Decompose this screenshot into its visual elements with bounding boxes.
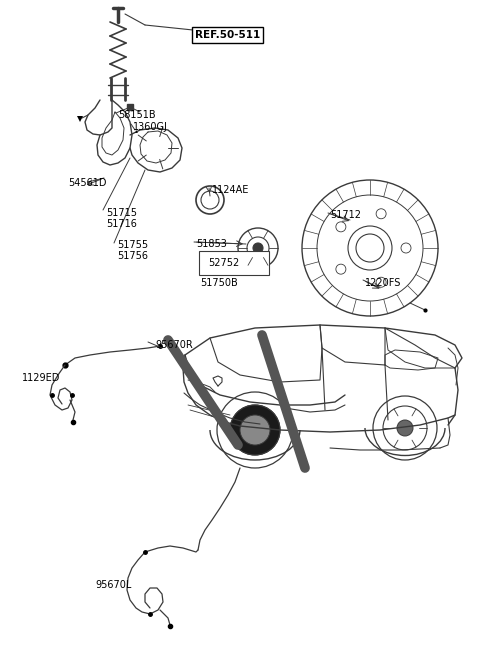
Circle shape [253,243,263,253]
Text: 51712: 51712 [330,210,361,220]
Text: 51756: 51756 [117,251,148,261]
Text: 1124AE: 1124AE [212,185,250,195]
Text: REF.50-511: REF.50-511 [195,30,260,40]
Text: 95670L: 95670L [95,580,132,590]
Text: 95670R: 95670R [155,340,193,350]
Text: 58151B: 58151B [118,110,156,120]
Circle shape [240,415,270,445]
Text: 1220FS: 1220FS [365,278,401,288]
Text: 1360GJ: 1360GJ [133,122,168,132]
Text: 54561D: 54561D [68,178,107,188]
Text: 51715: 51715 [106,208,137,218]
Text: 1129ED: 1129ED [22,373,60,383]
Text: 51716: 51716 [106,219,137,229]
FancyBboxPatch shape [199,251,269,275]
Text: 52752: 52752 [208,258,239,268]
Text: 51750B: 51750B [200,278,238,288]
Circle shape [397,420,413,436]
Circle shape [230,405,280,455]
Text: 51853: 51853 [196,239,227,249]
Text: 51755: 51755 [117,240,148,250]
Circle shape [383,406,427,450]
